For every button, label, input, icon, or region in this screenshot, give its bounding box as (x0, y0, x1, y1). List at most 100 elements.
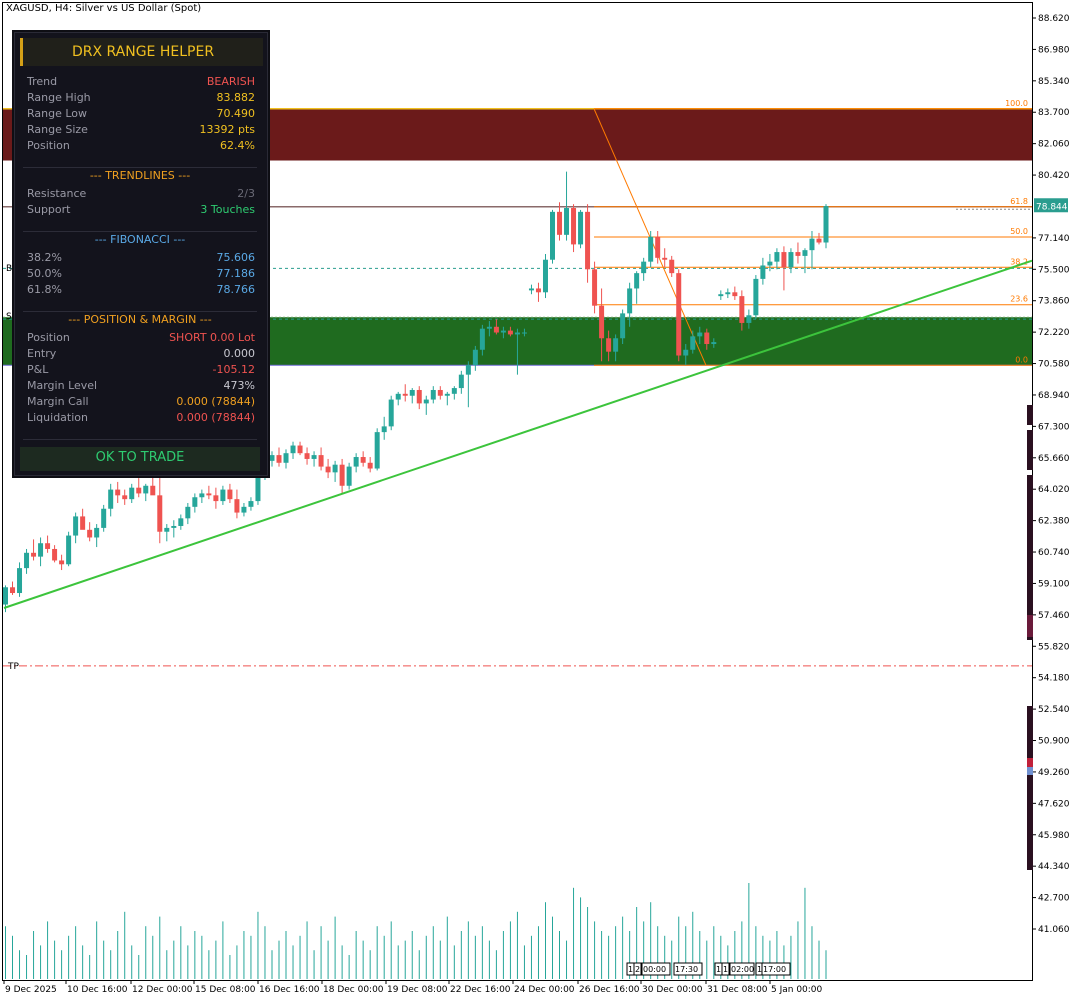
price-axis-label: 72.220 (1038, 328, 1070, 338)
position-info-value: 0.000 (78844) (176, 395, 255, 408)
candle-body (395, 393, 401, 400)
candle-body (367, 462, 373, 469)
candle-body (479, 328, 485, 350)
level-strip (1027, 475, 1033, 640)
price-axis-label: 62.380 (1038, 517, 1070, 527)
candle-body (87, 529, 93, 538)
candle-body (381, 426, 387, 433)
candle-body (339, 464, 345, 486)
candle-body (458, 374, 464, 389)
candle-body (620, 313, 626, 339)
price-axis-label: 82.060 (1038, 140, 1070, 150)
candle-body (500, 330, 506, 333)
candle-body (697, 332, 703, 337)
candle-body (634, 273, 640, 289)
candle-body (669, 259, 675, 274)
range-info-row: Range Low 70.490 (27, 106, 255, 122)
divider (23, 311, 257, 312)
session-tag-box (761, 962, 791, 976)
price-axis-label: 80.420 (1038, 171, 1070, 181)
price-axis-label: 57.460 (1038, 611, 1070, 621)
trendline-info-label: Support (27, 203, 71, 216)
position-margin-header: --- POSITION & MARGIN --- (68, 313, 212, 326)
candle-body (164, 527, 170, 532)
fibonacci-info-row: 38.2% 75.606 (27, 250, 255, 266)
candle-body (788, 252, 794, 268)
time-axis-label: 26 Dec 16:00 (579, 985, 640, 995)
candle-body (80, 516, 86, 530)
range-info-value: 62.4% (220, 139, 255, 152)
candle-body (767, 261, 773, 266)
candle-body (318, 455, 324, 467)
candle-body (571, 208, 577, 245)
price-axis-label: 70.580 (1038, 360, 1070, 370)
price-axis-label: 44.340 (1038, 862, 1070, 872)
position-info-label: Liquidation (27, 411, 88, 424)
price-axis-label: 42.700 (1038, 894, 1070, 904)
candle-body (732, 292, 738, 297)
range-info-value: BEARISH (206, 75, 255, 88)
candle-body (774, 252, 780, 262)
position-info-row: Entry 0.000 (27, 346, 255, 362)
candle-body (73, 516, 79, 536)
candle-body (276, 455, 282, 463)
range-info-label: Range Low (27, 107, 88, 120)
time-axis-label: 9 Dec 2025 (5, 985, 57, 995)
candle-body (823, 206, 829, 243)
candle-body (388, 399, 394, 427)
candle-body (3, 587, 8, 605)
position-info-label: Margin Call (27, 395, 89, 408)
level-strip (1027, 758, 1033, 770)
fibonacci-info-value: 77.186 (216, 267, 256, 280)
price-axis-label: 86.980 (1038, 45, 1070, 55)
support-trendline (3, 259, 1033, 609)
drx-range-helper-panel[interactable]: DRX RANGE HELPER Trend BEARISH Range High 8… (14, 32, 268, 476)
candle-body (353, 457, 359, 467)
candle-body (206, 493, 212, 496)
session-tag-box (641, 962, 671, 976)
current-price-marker (1034, 198, 1068, 213)
fibonacci-info-row: 61.8% 78.766 (27, 282, 255, 298)
candle-body (17, 568, 23, 594)
candle-body (451, 388, 457, 394)
candle-body (45, 543, 51, 549)
level-strip (1027, 767, 1033, 775)
fibonacci-info-label: 38.2% (27, 251, 62, 264)
candle-body (52, 548, 58, 561)
fib-level-label: 23.6 (1010, 295, 1028, 304)
range-info-label: Position (27, 139, 70, 152)
fib-level-label: 0.0 (1015, 355, 1028, 364)
candle-body (802, 250, 808, 256)
range-info-row: Trend BEARISH (27, 74, 255, 90)
session-tag-label: 00:00 (643, 965, 666, 974)
session-tag-label: 1 (723, 965, 728, 974)
time-axis-label: 10 Dec 16:00 (67, 985, 128, 995)
candle-body (248, 501, 254, 507)
candle-body (816, 238, 822, 243)
trade-status-button[interactable]: OK TO TRADE (20, 447, 260, 471)
candle-body (760, 265, 766, 279)
range-info-label: Range Size (27, 123, 88, 136)
session-tag-label: 17:30 (675, 965, 698, 974)
price-axis-label: 73.860 (1038, 297, 1070, 307)
candle-body (234, 499, 240, 513)
sell-line-label: S (6, 312, 12, 322)
candle-body (542, 259, 548, 293)
time-axis-label: 15 Dec 08:00 (195, 985, 256, 995)
position-info-value: -105.12 (212, 363, 255, 376)
session-tag-box (721, 962, 730, 976)
time-axis-label: 12 Dec 00:00 (132, 985, 193, 995)
candle-body (444, 393, 450, 396)
position-info-label: Entry (27, 347, 57, 360)
divider (23, 231, 257, 232)
candle-body (10, 587, 16, 594)
fib-level-label: 100.0 (1005, 99, 1028, 108)
candle-body (550, 211, 555, 260)
candle-body (662, 257, 668, 260)
time-axis-label: 31 Dec 08:00 (707, 985, 768, 995)
candle-body (150, 485, 156, 496)
candle-body (31, 552, 37, 557)
time-axis-label: 30 Dec 00:00 (642, 985, 703, 995)
candle-body (297, 445, 303, 454)
time-axis-label: 5 Jan 00:00 (771, 985, 823, 995)
